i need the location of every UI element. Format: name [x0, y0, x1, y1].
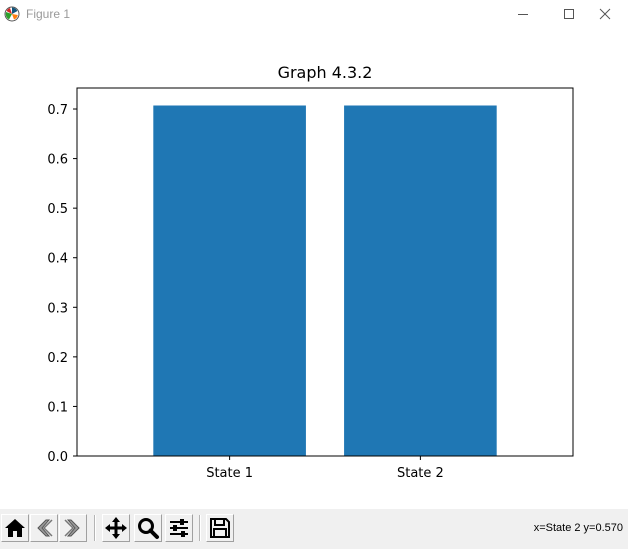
navigation-toolbar: x=State 2 y=0.570 [0, 509, 628, 549]
window-title: Figure 1 [26, 7, 71, 21]
bar-chart: Graph 4.3.2 0.0 0.1 0.2 0.3 0.4 0.5 0.6 0.7 Sta… [47, 63, 574, 481]
x-tick-label: State 1 [206, 466, 253, 481]
bar [344, 105, 497, 456]
configure-subplots-button[interactable] [165, 514, 193, 542]
axes-frame [76, 87, 574, 457]
close-icon [599, 8, 611, 20]
y-tick-label: 0.5 [47, 202, 68, 217]
toolbar-separator [94, 515, 96, 541]
save-icon [210, 518, 230, 538]
y-tick-label: 0.2 [47, 351, 68, 366]
configure-icon [170, 519, 188, 537]
window-titlebar: Figure 1 [0, 0, 628, 28]
home-button[interactable] [1, 514, 29, 542]
chart-title: Graph 4.3.2 [278, 63, 373, 82]
bar [153, 105, 306, 456]
y-tick-label: 0.4 [47, 252, 68, 267]
y-tick-label: 0.6 [47, 153, 68, 168]
y-tick-label: 0.0 [47, 450, 68, 465]
forward-icon [64, 519, 80, 537]
x-tick-label: State 2 [397, 466, 444, 481]
save-button[interactable] [206, 514, 234, 542]
y-tick-label: 0.1 [47, 400, 68, 415]
figure-canvas[interactable]: Graph 4.3.2 0.0 0.1 0.2 0.3 0.4 0.5 0.6 0.7 Sta… [0, 28, 628, 509]
pan-icon [105, 517, 127, 539]
matplotlib-logo-icon [4, 6, 20, 22]
home-icon [5, 519, 25, 537]
maximize-button[interactable] [546, 0, 592, 28]
zoom-button[interactable] [134, 514, 162, 542]
maximize-icon [564, 9, 574, 19]
pan-button[interactable] [102, 514, 130, 542]
y-tick-label: 0.3 [47, 301, 68, 316]
y-tick-label: 0.7 [47, 103, 68, 118]
minimize-icon [518, 14, 528, 15]
coordinates-readout: x=State 2 y=0.570 [533, 522, 623, 534]
zoom-icon [138, 518, 159, 539]
forward-button[interactable] [59, 514, 87, 542]
minimize-button[interactable] [500, 0, 546, 28]
close-button[interactable] [582, 0, 628, 28]
toolbar-separator [199, 515, 201, 541]
back-icon [37, 519, 53, 537]
back-button[interactable] [30, 514, 58, 542]
